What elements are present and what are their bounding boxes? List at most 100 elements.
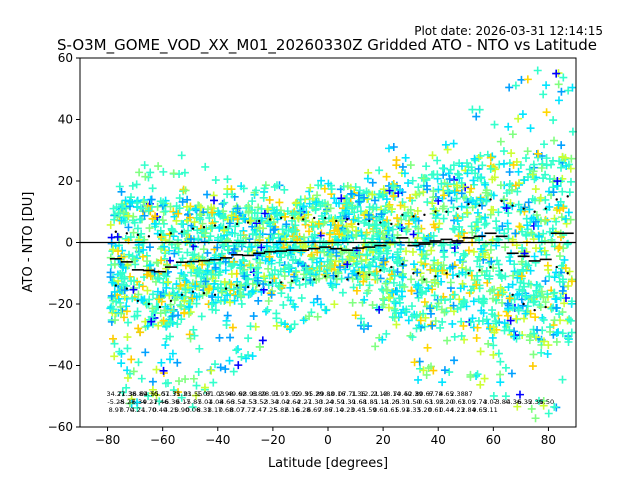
scatter-point xyxy=(348,222,357,231)
bin-annotation: 1.61 xyxy=(384,406,398,414)
scatter-point xyxy=(408,176,417,185)
bin-annotation: -1.68 xyxy=(350,398,367,406)
scatter-point xyxy=(438,378,447,387)
scatter-point xyxy=(489,206,498,215)
bin-annotation: -3.04 xyxy=(273,398,290,406)
bin-annotation: 1.59 xyxy=(362,406,376,414)
scatter-point xyxy=(252,186,261,195)
scatter-point xyxy=(560,299,569,308)
std-marker xyxy=(246,221,250,224)
std-marker xyxy=(478,268,481,272)
scatter-point xyxy=(194,234,203,243)
bin-annotation: -2.39 xyxy=(526,398,543,406)
scatter-point xyxy=(277,289,286,298)
scatter-point xyxy=(296,195,305,204)
scatter-point xyxy=(166,355,175,364)
scatter-point xyxy=(155,274,164,283)
std-marker xyxy=(158,305,162,309)
scatter-point xyxy=(457,331,466,340)
scatter-point xyxy=(311,206,320,215)
scatter-point xyxy=(157,234,166,243)
scatter-point xyxy=(423,343,432,352)
scatter-point xyxy=(439,202,448,211)
scatter-point xyxy=(143,286,152,295)
scatter-point xyxy=(552,69,561,78)
scatter-point xyxy=(222,320,231,329)
scatter-point xyxy=(378,190,387,199)
scatter-point xyxy=(463,208,472,217)
std-marker xyxy=(169,299,173,303)
scatter-point xyxy=(188,403,197,412)
scatter-point xyxy=(398,162,407,171)
scatter-point xyxy=(315,261,324,270)
scatter-point xyxy=(480,220,489,229)
scatter-point xyxy=(160,242,169,251)
std-marker xyxy=(511,293,514,296)
bin-annotation: 1.05 xyxy=(461,398,475,406)
scatter-point xyxy=(381,257,390,266)
scatter-point xyxy=(499,147,508,156)
scatter-point xyxy=(482,186,491,195)
scatter-point xyxy=(563,239,572,248)
scatter-point xyxy=(407,302,416,311)
scatter-point xyxy=(317,300,326,309)
scatter-point xyxy=(345,256,354,265)
scatter-point xyxy=(513,187,522,196)
scatter-point xyxy=(554,80,563,89)
scatter-point xyxy=(422,277,431,286)
scatter-point xyxy=(531,185,540,194)
scatter-point xyxy=(106,220,115,229)
scatter-point xyxy=(242,354,251,363)
scatter-point xyxy=(330,194,339,203)
scatter-point xyxy=(475,212,484,221)
scatter-point xyxy=(280,272,289,281)
scatter-point xyxy=(192,292,201,301)
scatter-point xyxy=(165,291,174,300)
scatter-point xyxy=(361,234,370,243)
scatter-point xyxy=(511,181,520,190)
scatter-point xyxy=(128,252,137,261)
std-marker xyxy=(136,233,140,237)
scatter-point xyxy=(388,225,397,234)
scatter-point xyxy=(110,210,119,219)
scatter-point xyxy=(200,237,209,246)
std-marker xyxy=(368,219,371,223)
bin-annotation: 64.70 xyxy=(140,390,159,398)
scatter-point xyxy=(228,190,237,199)
scatter-point xyxy=(426,265,435,274)
bin-annotation: 49.62 xyxy=(228,390,247,398)
scatter-point xyxy=(399,261,408,270)
y-tick-label: 60 xyxy=(58,51,73,65)
bin-annotation: -2.27 xyxy=(295,398,312,406)
scatter-point xyxy=(123,333,132,342)
scatter-point xyxy=(227,270,236,279)
scatter-point xyxy=(514,306,523,315)
std-marker xyxy=(500,199,503,203)
scatter-point xyxy=(180,271,189,280)
x-tick-label: 60 xyxy=(486,433,501,447)
scatter-point xyxy=(198,219,207,228)
scatter-point xyxy=(368,178,377,187)
scatter-point xyxy=(398,273,407,282)
scatter-point xyxy=(190,331,199,340)
scatter-point xyxy=(180,168,189,177)
std-marker xyxy=(302,218,305,221)
scatter-point xyxy=(492,224,501,233)
scatter-point xyxy=(178,197,187,206)
scatter-point xyxy=(107,291,116,300)
scatter-point xyxy=(174,209,183,218)
scatter-point xyxy=(428,321,437,330)
scatter-point xyxy=(117,253,126,262)
bin-annotation: 71.23 xyxy=(173,390,192,398)
std-marker xyxy=(500,268,503,272)
scatter-point xyxy=(422,370,431,379)
scatter-point xyxy=(175,377,184,386)
scatter-point xyxy=(388,313,397,322)
scatter-point xyxy=(480,295,489,304)
scatter-point xyxy=(456,255,465,264)
scatter-point xyxy=(518,244,527,253)
scatter-point xyxy=(504,209,513,218)
scatter-point xyxy=(529,350,538,359)
scatter-point xyxy=(389,142,398,151)
scatter-point xyxy=(513,290,522,299)
